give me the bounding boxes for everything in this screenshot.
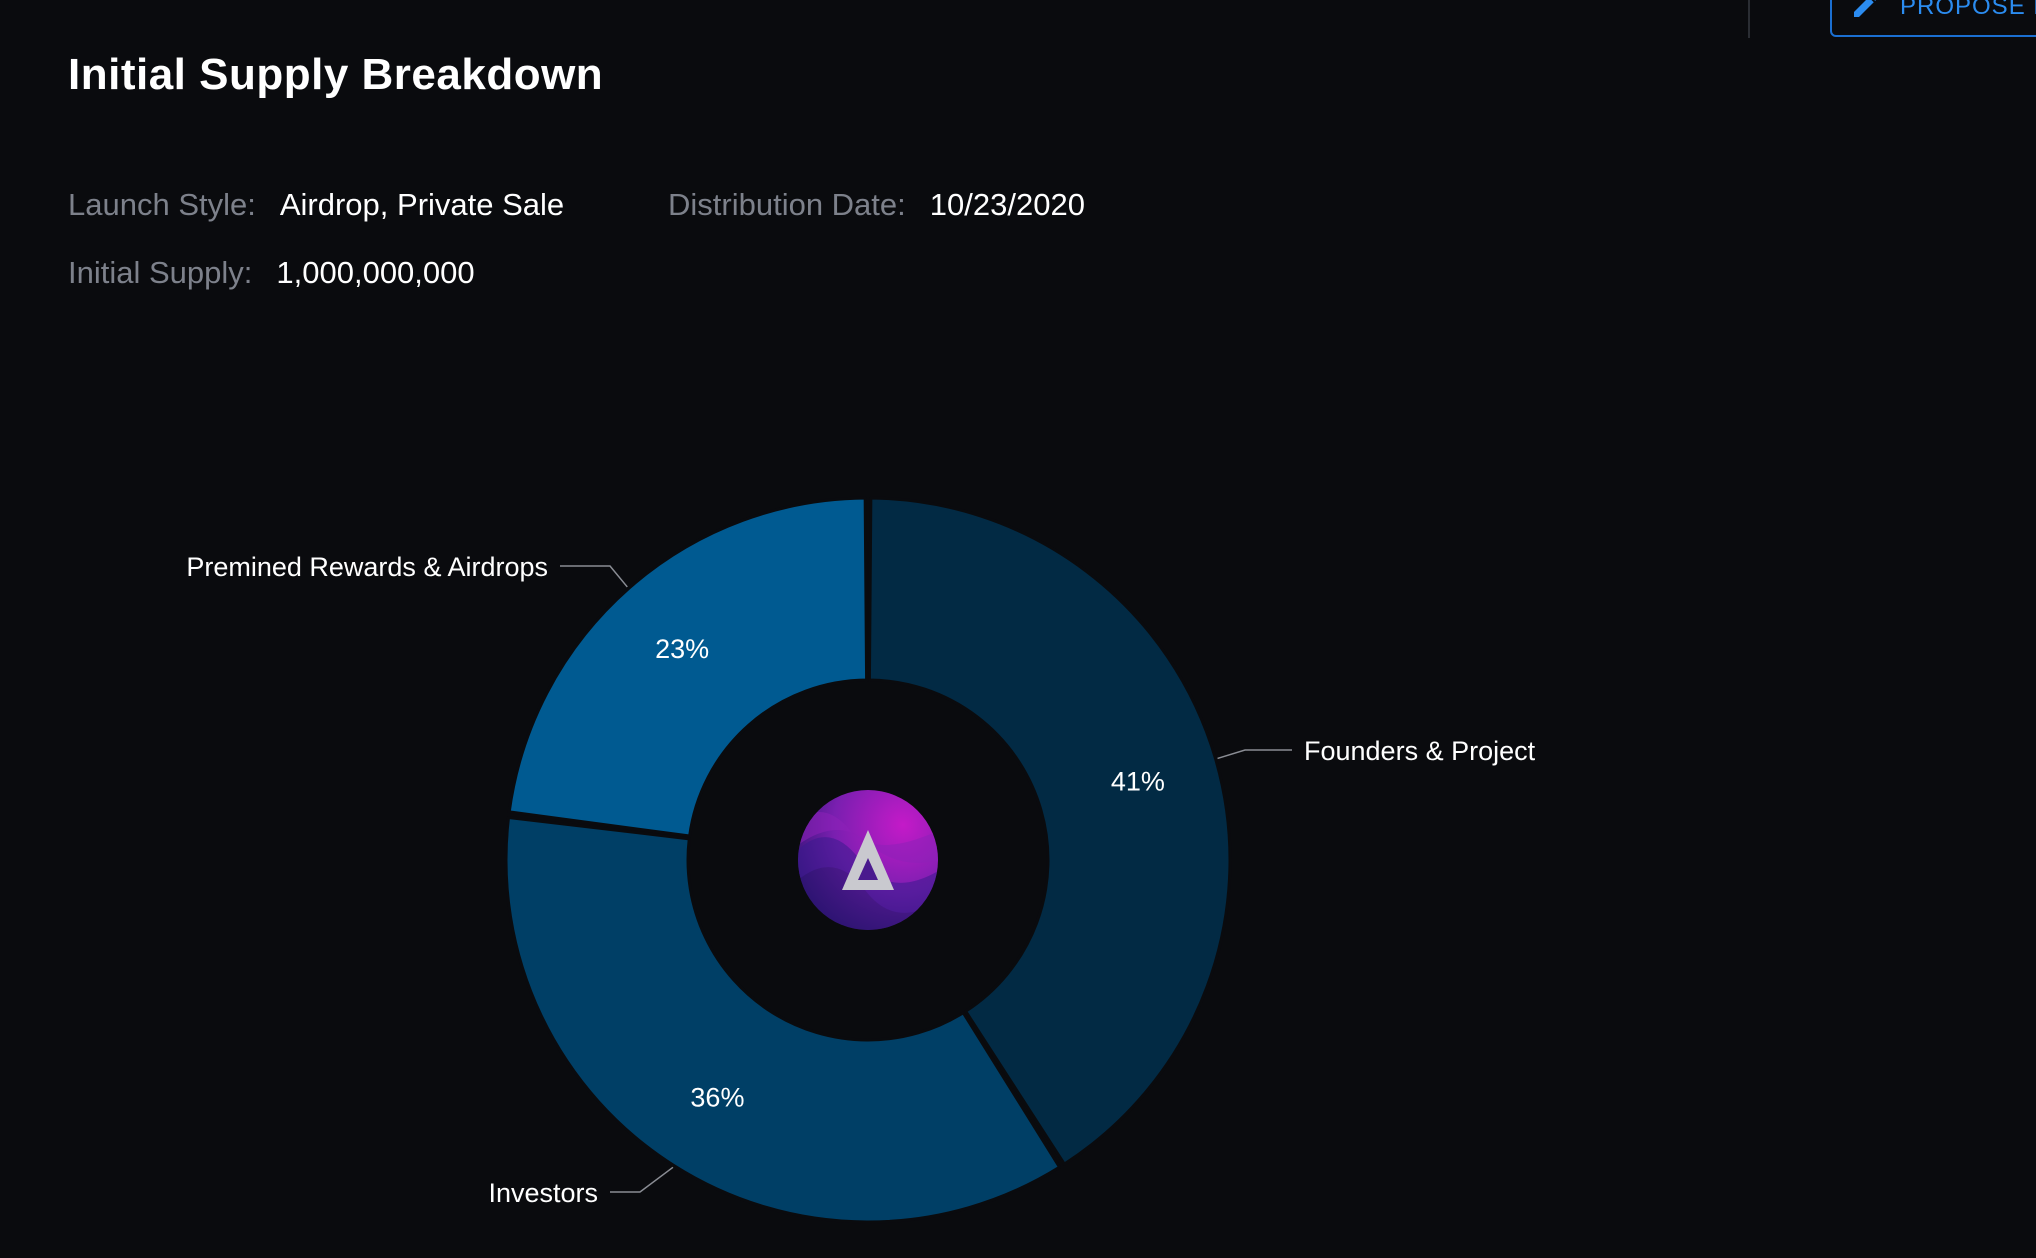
leader-line-investors <box>610 1166 674 1193</box>
launch-style-row: Launch Style: Airdrop, Private Sale <box>68 187 564 223</box>
slice-founders-and-project[interactable] <box>867 496 1232 1166</box>
distribution-date-label: Distribution Date: <box>668 187 906 222</box>
slice-name-premined-rewards-and-airdrops: Premined Rewards & Airdrops <box>186 552 548 582</box>
pct-label-founders-and-project: 41% <box>1111 767 1165 797</box>
leader-lines-layer <box>560 565 1292 1193</box>
initial-supply-value: 1,000,000,000 <box>276 255 475 290</box>
distribution-date-row: Distribution Date: 10/23/2020 <box>668 187 1085 223</box>
slice-premined-rewards-and-airdrops[interactable] <box>507 496 869 838</box>
leader-line-premined-rewards-and-airdrops <box>560 565 628 588</box>
slices-layer <box>504 496 1232 1224</box>
leader-line-founders-and-project <box>1217 749 1292 760</box>
page-title: Initial Supply Breakdown <box>68 50 604 99</box>
token-logo-icon <box>798 790 938 930</box>
distribution-date-value: 10/23/2020 <box>929 187 1085 222</box>
labels-layer: 41% Founders & Project 36% Investors 23% Prem… <box>186 552 1535 1208</box>
initial-supply-row: Initial Supply: 1,000,000,000 <box>68 255 475 291</box>
pct-label-investors: 36% <box>690 1082 744 1112</box>
pct-label-premined-rewards-and-airdrops: 23% <box>655 634 709 664</box>
launch-style-label: Launch Style: <box>68 187 256 222</box>
propose-edit-button[interactable]: PROPOSE E <box>1830 0 2036 37</box>
initial-supply-label: Initial Supply: <box>68 255 253 290</box>
header-divider <box>1748 0 1750 38</box>
slice-investors[interactable] <box>504 815 1062 1224</box>
slice-name-investors: Investors <box>488 1178 598 1208</box>
slice-name-founders-and-project: Founders & Project <box>1304 736 1536 766</box>
launch-style-value: Airdrop, Private Sale <box>279 187 565 222</box>
pencil-icon <box>1854 0 1876 17</box>
propose-edit-label: PROPOSE E <box>1900 0 2036 20</box>
